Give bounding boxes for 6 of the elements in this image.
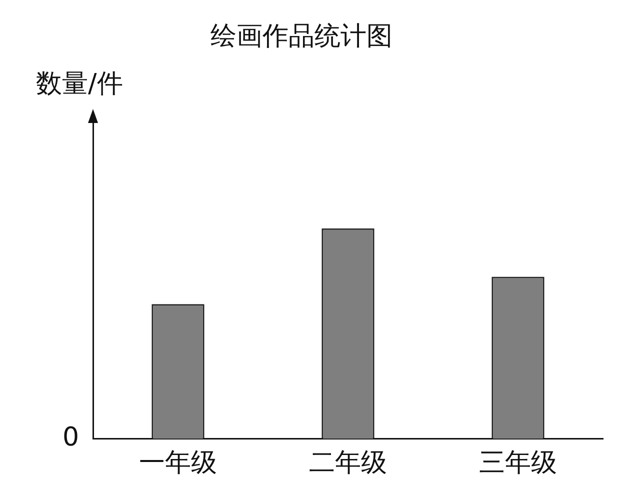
- x-tick-label: 一年级: [139, 448, 217, 478]
- x-tick-label: 二年级: [309, 448, 387, 478]
- text: 0: [62, 422, 79, 453]
- y-axis-title: 数量/件: [36, 68, 123, 99]
- x-tick-label: 三年级: [479, 448, 557, 478]
- chart-title: 绘画作品统计图: [210, 21, 392, 52]
